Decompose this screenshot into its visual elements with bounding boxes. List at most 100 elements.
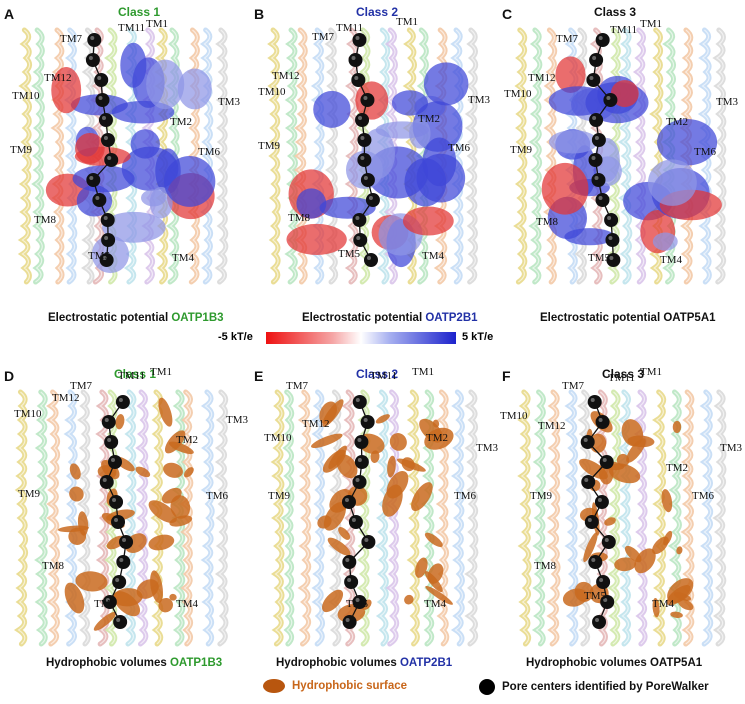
panel-c: C Class 3 TM11 TM1 TM7 TM12 TM10 TM3 TM2… (498, 0, 744, 290)
panel-f-letter: F (502, 368, 511, 384)
tm3-label: TM3 (716, 96, 738, 108)
panel-a-structure-image (17, 27, 229, 285)
tm4-label: TM4 (176, 598, 198, 610)
tm5-label: TM5 (588, 252, 610, 264)
tm4-label: TM4 (660, 254, 682, 266)
tm11-label: TM11 (608, 372, 636, 384)
legend-hydrophobic: Hydrophobic surface (262, 678, 407, 700)
tm12-label: TM12 (538, 420, 566, 432)
tm1-label: TM1 (150, 366, 172, 378)
tm10-label: TM10 (264, 432, 292, 444)
panel-a-letter: A (4, 6, 15, 22)
tm6-label: TM6 (448, 142, 470, 154)
caption-e: Hydrophobic volumes OATP2B1 (276, 657, 452, 669)
tm12-label: TM12 (52, 392, 80, 404)
tm8-label: TM8 (42, 560, 64, 572)
caption-d-protein: OATP1B3 (169, 657, 223, 669)
panel-b-structure-image (267, 27, 479, 285)
tm4-label: TM4 (424, 598, 446, 610)
panel-e-structure-image (270, 389, 479, 647)
tm10-label: TM10 (500, 410, 528, 422)
tm9-label: TM9 (268, 490, 290, 502)
tm1-label: TM1 (640, 366, 662, 378)
tm2-label: TM2 (170, 116, 192, 128)
tm3-label: TM3 (468, 94, 490, 106)
tm3-label: TM3 (476, 442, 498, 454)
tm4-label: TM4 (652, 598, 674, 610)
tm7-label: TM7 (60, 33, 82, 45)
caption-e-protein: OATP2B1 (399, 657, 453, 669)
colorbar-gradient (266, 332, 456, 344)
tm2-label: TM2 (666, 462, 688, 474)
tm8-label: TM8 (288, 212, 310, 224)
tm5-label: TM5 (94, 598, 116, 610)
tm2-label: TM2 (176, 434, 198, 446)
panel-d: D Class 1 TM11 TM1 TM7 TM12 TM10 TM3 TM2… (0, 362, 248, 652)
caption-e-prefix: Hydrophobic volumes (276, 657, 400, 669)
legend-pore-label: Pore centers identified by PoreWalker (502, 681, 709, 694)
tm12-label: TM12 (272, 70, 300, 82)
tm2-label: TM2 (418, 113, 440, 125)
tm7-label: TM7 (312, 31, 334, 43)
tm1-label: TM1 (412, 366, 434, 378)
tm7-label: TM7 (556, 33, 578, 45)
panel-f: F Class 3 TM11 TM1 TM7 TM12 TM10 TM3 TM2… (498, 362, 744, 652)
tm7-label: TM7 (286, 380, 308, 392)
tm3-label: TM3 (720, 442, 742, 454)
pore-center-swatch (479, 679, 495, 695)
caption-c: Electrostatic potential OATP5A1 (540, 312, 716, 324)
caption-b: Electrostatic potential OATP2B1 (302, 312, 478, 324)
tm9-label: TM9 (18, 488, 40, 500)
tm11-label: TM11 (336, 22, 364, 34)
tm3-label: TM3 (226, 414, 248, 426)
tm5-label: TM5 (338, 248, 360, 260)
tm1-label: TM1 (640, 18, 662, 30)
tm8-label: TM8 (534, 560, 556, 572)
tm6-label: TM6 (694, 146, 716, 158)
tm9-label: TM9 (530, 490, 552, 502)
tm2-label: TM2 (426, 432, 448, 444)
tm12-label: TM12 (302, 418, 330, 430)
panel-b-class-label: Class 2 (356, 5, 399, 19)
tm6-label: TM6 (206, 490, 228, 502)
tm11-label: TM11 (118, 370, 146, 382)
panel-f-structure-image (517, 389, 727, 647)
panel-e-letter: E (254, 368, 264, 384)
panel-d-letter: D (4, 368, 15, 384)
tm12-label: TM12 (528, 72, 556, 84)
caption-b-prefix: Electrostatic potential (302, 312, 426, 324)
panel-a-class-label: Class 1 (118, 5, 161, 19)
tm7-label: TM7 (70, 380, 92, 392)
tm1-label: TM1 (146, 18, 168, 30)
panel-c-structure-image (513, 27, 727, 285)
tm4-label: TM4 (422, 250, 444, 262)
panel-f-class-label: Class 3 (602, 367, 645, 381)
caption-b-protein: OATP2B1 (425, 312, 478, 324)
panel-d-class-label: Class 1 (114, 367, 157, 381)
colorbar-max-label: 5 kT/e (462, 331, 494, 343)
legend-hydrophobic-label: Hydrophobic surface (292, 680, 408, 693)
tm6-label: TM6 (454, 490, 476, 502)
colorbar-min-label: -5 kT/e (218, 331, 253, 343)
caption-c-text: Electrostatic potential OATP5A1 (540, 312, 716, 324)
panel-a: A Class 1 TM11 TM1 TM7 TM12 TM10 TM3 TM2… (0, 0, 246, 290)
tm4-label: TM4 (172, 252, 194, 264)
caption-d-prefix: Hydrophobic volumes (46, 657, 170, 669)
tm5-label: TM5 (584, 590, 606, 602)
legend-pore: Pore centers identified by PoreWalker (478, 678, 709, 700)
caption-d: Hydrophobic volumes OATP1B3 (46, 657, 222, 669)
tm11-label: TM11 (118, 22, 146, 34)
tm9-label: TM9 (510, 144, 532, 156)
tm12-label: TM12 (44, 72, 72, 84)
tm5-label: TM5 (346, 598, 368, 610)
panel-c-class-label: Class 3 (594, 5, 637, 19)
tm6-label: TM6 (198, 146, 220, 158)
hydrophobic-surface-swatch (263, 679, 285, 693)
panel-c-letter: C (502, 6, 513, 22)
caption-a-prefix: Electrostatic potential (48, 312, 172, 324)
tm7-label: TM7 (562, 380, 584, 392)
caption-f-text: Hydrophobic volumes OATP5A1 (526, 657, 703, 669)
tm10-label: TM10 (14, 408, 42, 420)
tm8-label: TM8 (536, 216, 558, 228)
panel-b: B Class 2 TM11 TM1 TM7 TM12 TM10 TM3 TM2… (250, 0, 496, 290)
